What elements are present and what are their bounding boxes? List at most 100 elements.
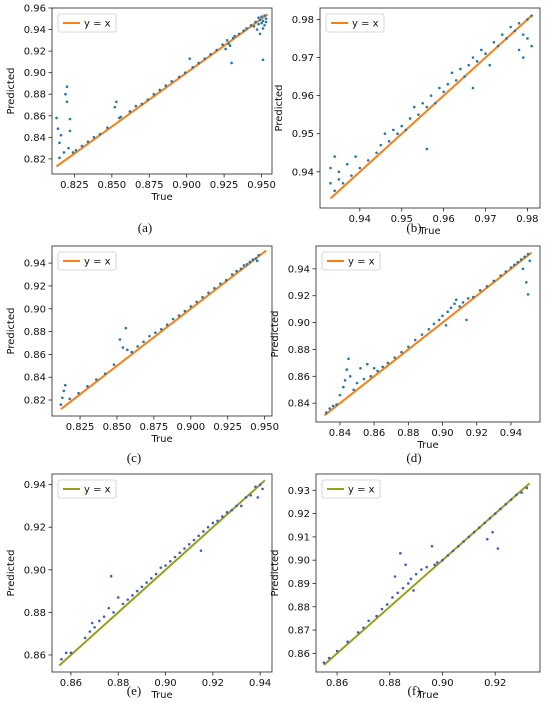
data-point — [333, 189, 336, 193]
data-point — [480, 48, 483, 52]
data-point — [235, 504, 238, 508]
data-point — [446, 310, 449, 314]
data-point — [379, 143, 383, 147]
data-point — [496, 547, 500, 550]
chart-panel-2: 0.94 0.95 0.96 0.97 0.98 0.94 0.95 0.96 0.97 0.98… — [274, 7, 541, 237]
data-point — [254, 485, 257, 489]
data-point — [173, 555, 177, 559]
data-point — [88, 630, 92, 633]
x-tick-label: 0.94 — [500, 428, 522, 439]
legend-box — [325, 13, 385, 33]
data-point — [140, 102, 144, 106]
y-tick-label: 0.90 — [24, 68, 46, 79]
data-point — [264, 17, 268, 21]
data-point — [118, 338, 122, 341]
y-tick-label: 0.86 — [24, 650, 46, 661]
data-point — [528, 259, 532, 263]
data-point — [462, 540, 465, 543]
data-point — [526, 293, 530, 296]
data-point — [366, 159, 370, 162]
data-point — [519, 258, 523, 261]
data-point — [400, 350, 403, 354]
data-point — [401, 586, 405, 590]
y-axis-label: Predicted — [6, 550, 17, 597]
data-point — [58, 156, 61, 160]
data-point — [263, 23, 266, 27]
identity-line — [60, 249, 267, 410]
panel-caption: (a) — [138, 220, 152, 235]
panel-caption: (b) — [406, 220, 421, 235]
data-point — [520, 491, 523, 494]
data-point — [359, 366, 362, 370]
x-tick-label: 0.88 — [397, 428, 419, 439]
data-point — [261, 487, 264, 491]
data-point — [385, 603, 389, 606]
data-point — [68, 129, 72, 133]
data-point — [409, 577, 413, 581]
data-point — [249, 23, 253, 27]
data-point — [327, 656, 331, 660]
data-point — [63, 383, 67, 387]
data-point — [492, 279, 496, 283]
data-point — [187, 542, 191, 546]
data-point — [258, 18, 262, 22]
y-tick-label: 0.95 — [292, 129, 314, 140]
data-point — [188, 57, 191, 60]
data-point — [257, 253, 261, 257]
data-point — [478, 526, 481, 529]
data-point — [521, 56, 525, 59]
data-point — [420, 568, 423, 571]
data-point — [499, 507, 502, 511]
identity-line — [55, 13, 269, 168]
y-tick-label: 0.94 — [24, 259, 46, 270]
data-point — [261, 27, 265, 30]
data-point — [130, 350, 134, 354]
x-tick-label: 0.88 — [107, 678, 129, 689]
data-point — [135, 589, 139, 593]
data-point — [471, 86, 475, 90]
data-point — [509, 498, 513, 501]
x-tick-label: 0.900 — [172, 180, 201, 191]
x-tick-label: 0.86 — [60, 678, 82, 689]
data-point — [516, 260, 520, 264]
data-point — [237, 32, 241, 36]
x-tick-label: 0.950 — [247, 180, 276, 191]
legend-box — [321, 479, 381, 499]
data-point — [257, 22, 260, 26]
data-point — [338, 393, 342, 397]
legend-box — [57, 479, 117, 499]
chart-panel-4: 0.84 0.86 0.88 0.90 0.92 0.94 0.84 0.86 0.88 0.90… — [270, 245, 541, 465]
data-point — [254, 20, 257, 24]
data-point — [391, 596, 394, 599]
y-tick-label: 0.92 — [288, 509, 310, 520]
data-point — [249, 493, 253, 497]
x-tick-label: 0.96 — [432, 214, 454, 225]
data-point — [467, 535, 471, 539]
data-point — [421, 101, 424, 105]
data-point — [358, 166, 362, 170]
data-point — [183, 547, 186, 550]
data-point — [347, 357, 350, 361]
y-tick-label: 0.89 — [288, 579, 310, 590]
data-point — [209, 53, 212, 56]
data-point — [362, 626, 365, 630]
panel-caption: (f) — [408, 683, 421, 698]
y-tick-label: 0.91 — [288, 532, 310, 543]
data-point — [525, 486, 529, 490]
data-point — [393, 356, 396, 359]
y-tick-label: 0.90 — [288, 556, 310, 567]
data-point — [350, 174, 353, 177]
x-axis-label: True — [150, 434, 172, 445]
data-point — [367, 619, 371, 623]
data-point — [112, 611, 115, 614]
data-point — [454, 298, 458, 302]
data-point — [485, 537, 489, 541]
legend-label: y = x — [84, 485, 111, 496]
data-point — [230, 508, 234, 512]
data-point — [260, 15, 263, 18]
data-point — [465, 318, 468, 322]
data-point — [496, 44, 500, 48]
y-tick-label: 0.98 — [292, 15, 314, 26]
data-point — [90, 621, 94, 625]
data-point — [171, 317, 175, 321]
